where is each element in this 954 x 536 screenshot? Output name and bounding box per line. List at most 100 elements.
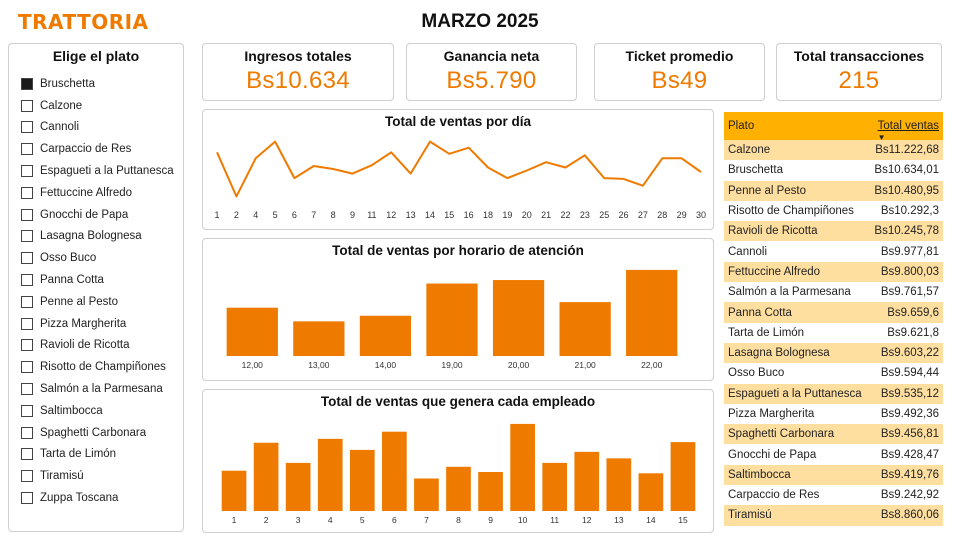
column-header-total-sales[interactable]: Total ventas ▼ [868, 112, 943, 142]
slicer-item[interactable]: Penne al Pesto [21, 291, 183, 313]
data-point[interactable] [544, 160, 549, 165]
bar[interactable] [293, 321, 345, 356]
kpi-value: 215 [838, 67, 880, 94]
checkbox[interactable] [21, 186, 33, 199]
data-point[interactable] [292, 176, 297, 181]
checkbox[interactable] [21, 143, 33, 156]
x-tick-label: 12 [582, 515, 592, 525]
slicer-item[interactable]: Salmón a la Parmesana [21, 378, 183, 400]
x-tick-label: 13,00 [308, 360, 330, 370]
slicer-item[interactable]: Tarta de Limón [21, 444, 183, 466]
data-point[interactable] [602, 176, 607, 181]
data-point[interactable] [253, 156, 258, 161]
bar[interactable] [317, 438, 343, 511]
data-point[interactable] [234, 194, 239, 199]
bar[interactable] [382, 431, 407, 511]
slicer-item[interactable]: Gnocchi de Papa [21, 204, 183, 226]
checkbox[interactable] [21, 448, 33, 461]
bar[interactable] [626, 269, 678, 356]
bar[interactable] [542, 462, 568, 511]
data-point[interactable] [563, 165, 568, 170]
bar[interactable] [414, 478, 439, 512]
slicer-item[interactable]: Fettuccine Alfredo [21, 182, 183, 204]
checkbox[interactable] [21, 230, 33, 243]
checkbox[interactable] [21, 404, 33, 417]
bar[interactable] [349, 449, 375, 511]
data-point[interactable] [350, 171, 355, 176]
checkbox[interactable] [21, 252, 33, 265]
data-point[interactable] [369, 163, 374, 168]
data-point[interactable] [486, 165, 491, 170]
chart-title: Total de ventas que genera cada empleado [320, 394, 596, 409]
data-point[interactable] [466, 145, 471, 150]
slicer-item[interactable]: Osso Buco [21, 247, 183, 269]
slicer-item[interactable]: Lasagna Bolognesa [21, 226, 183, 248]
data-point[interactable] [389, 150, 394, 155]
slicer-item[interactable]: Pizza Margherita [21, 313, 183, 335]
bar[interactable] [426, 283, 478, 356]
checkbox[interactable] [21, 361, 33, 374]
data-point[interactable] [331, 167, 336, 172]
slicer-item[interactable]: Panna Cotta [21, 269, 183, 291]
bar[interactable] [510, 423, 535, 511]
checkbox[interactable] [21, 99, 33, 112]
slicer-item[interactable]: Espagueti a la Puttanesca [21, 160, 183, 182]
x-tick-label: 14,00 [375, 360, 397, 370]
checkbox[interactable] [21, 426, 33, 439]
bar[interactable] [359, 315, 412, 356]
checkbox[interactable] [21, 208, 33, 221]
slicer-item[interactable]: Ravioli de Ricotta [21, 335, 183, 357]
bar[interactable] [226, 307, 278, 356]
data-point[interactable] [408, 171, 413, 176]
data-point[interactable] [311, 163, 316, 168]
bar[interactable] [446, 466, 471, 511]
x-tick-label: 20 [522, 210, 532, 220]
bar[interactable] [221, 470, 247, 511]
checkbox[interactable] [21, 121, 33, 134]
column-header-dish[interactable]: Plato [724, 112, 869, 140]
bar[interactable] [606, 458, 632, 511]
bar[interactable] [285, 462, 311, 511]
data-point[interactable] [524, 168, 529, 173]
slicer-item[interactable]: Bruschetta [21, 73, 183, 95]
slicer-item[interactable]: Calzone [21, 95, 183, 117]
data-point[interactable] [215, 150, 220, 155]
data-point[interactable] [660, 156, 665, 161]
bar[interactable] [559, 302, 611, 356]
x-tick-label: 10 [518, 515, 528, 525]
checkbox[interactable] [21, 339, 33, 352]
slicer-item[interactable]: Saltimbocca [21, 400, 183, 422]
data-point[interactable] [582, 153, 587, 158]
checkbox[interactable] [21, 383, 33, 396]
data-point[interactable] [679, 156, 684, 161]
checkbox-checked[interactable] [21, 77, 33, 90]
data-point[interactable] [505, 176, 510, 181]
x-tick-label: 12 [386, 210, 396, 220]
checkbox[interactable] [21, 492, 33, 505]
checkbox[interactable] [21, 165, 33, 178]
data-point[interactable] [447, 151, 452, 156]
checkbox[interactable] [21, 295, 33, 308]
slicer-item[interactable]: Tiramisú [21, 465, 183, 487]
slicer-item[interactable]: Carpaccio de Res [21, 138, 183, 160]
x-tick-label: 18 [483, 210, 493, 220]
bar[interactable] [670, 442, 696, 511]
bar[interactable] [253, 442, 279, 511]
bar[interactable] [478, 472, 503, 511]
x-tick-label: 21,00 [575, 360, 597, 370]
data-point[interactable] [699, 170, 704, 175]
bar[interactable] [492, 280, 545, 356]
slicer-item[interactable]: Spaghetti Carbonara [21, 422, 183, 444]
data-point[interactable] [621, 176, 626, 181]
checkbox[interactable] [21, 317, 33, 330]
checkbox[interactable] [21, 470, 33, 483]
data-point[interactable] [273, 139, 278, 144]
bar[interactable] [574, 451, 600, 511]
bar[interactable] [638, 473, 664, 511]
data-point[interactable] [427, 139, 432, 144]
checkbox[interactable] [21, 274, 33, 287]
slicer-item[interactable]: Zuppa Toscana [21, 487, 183, 509]
slicer-item[interactable]: Cannoli [21, 117, 183, 139]
slicer-item[interactable]: Risotto de Champiñones [21, 356, 183, 378]
data-point[interactable] [640, 183, 645, 188]
